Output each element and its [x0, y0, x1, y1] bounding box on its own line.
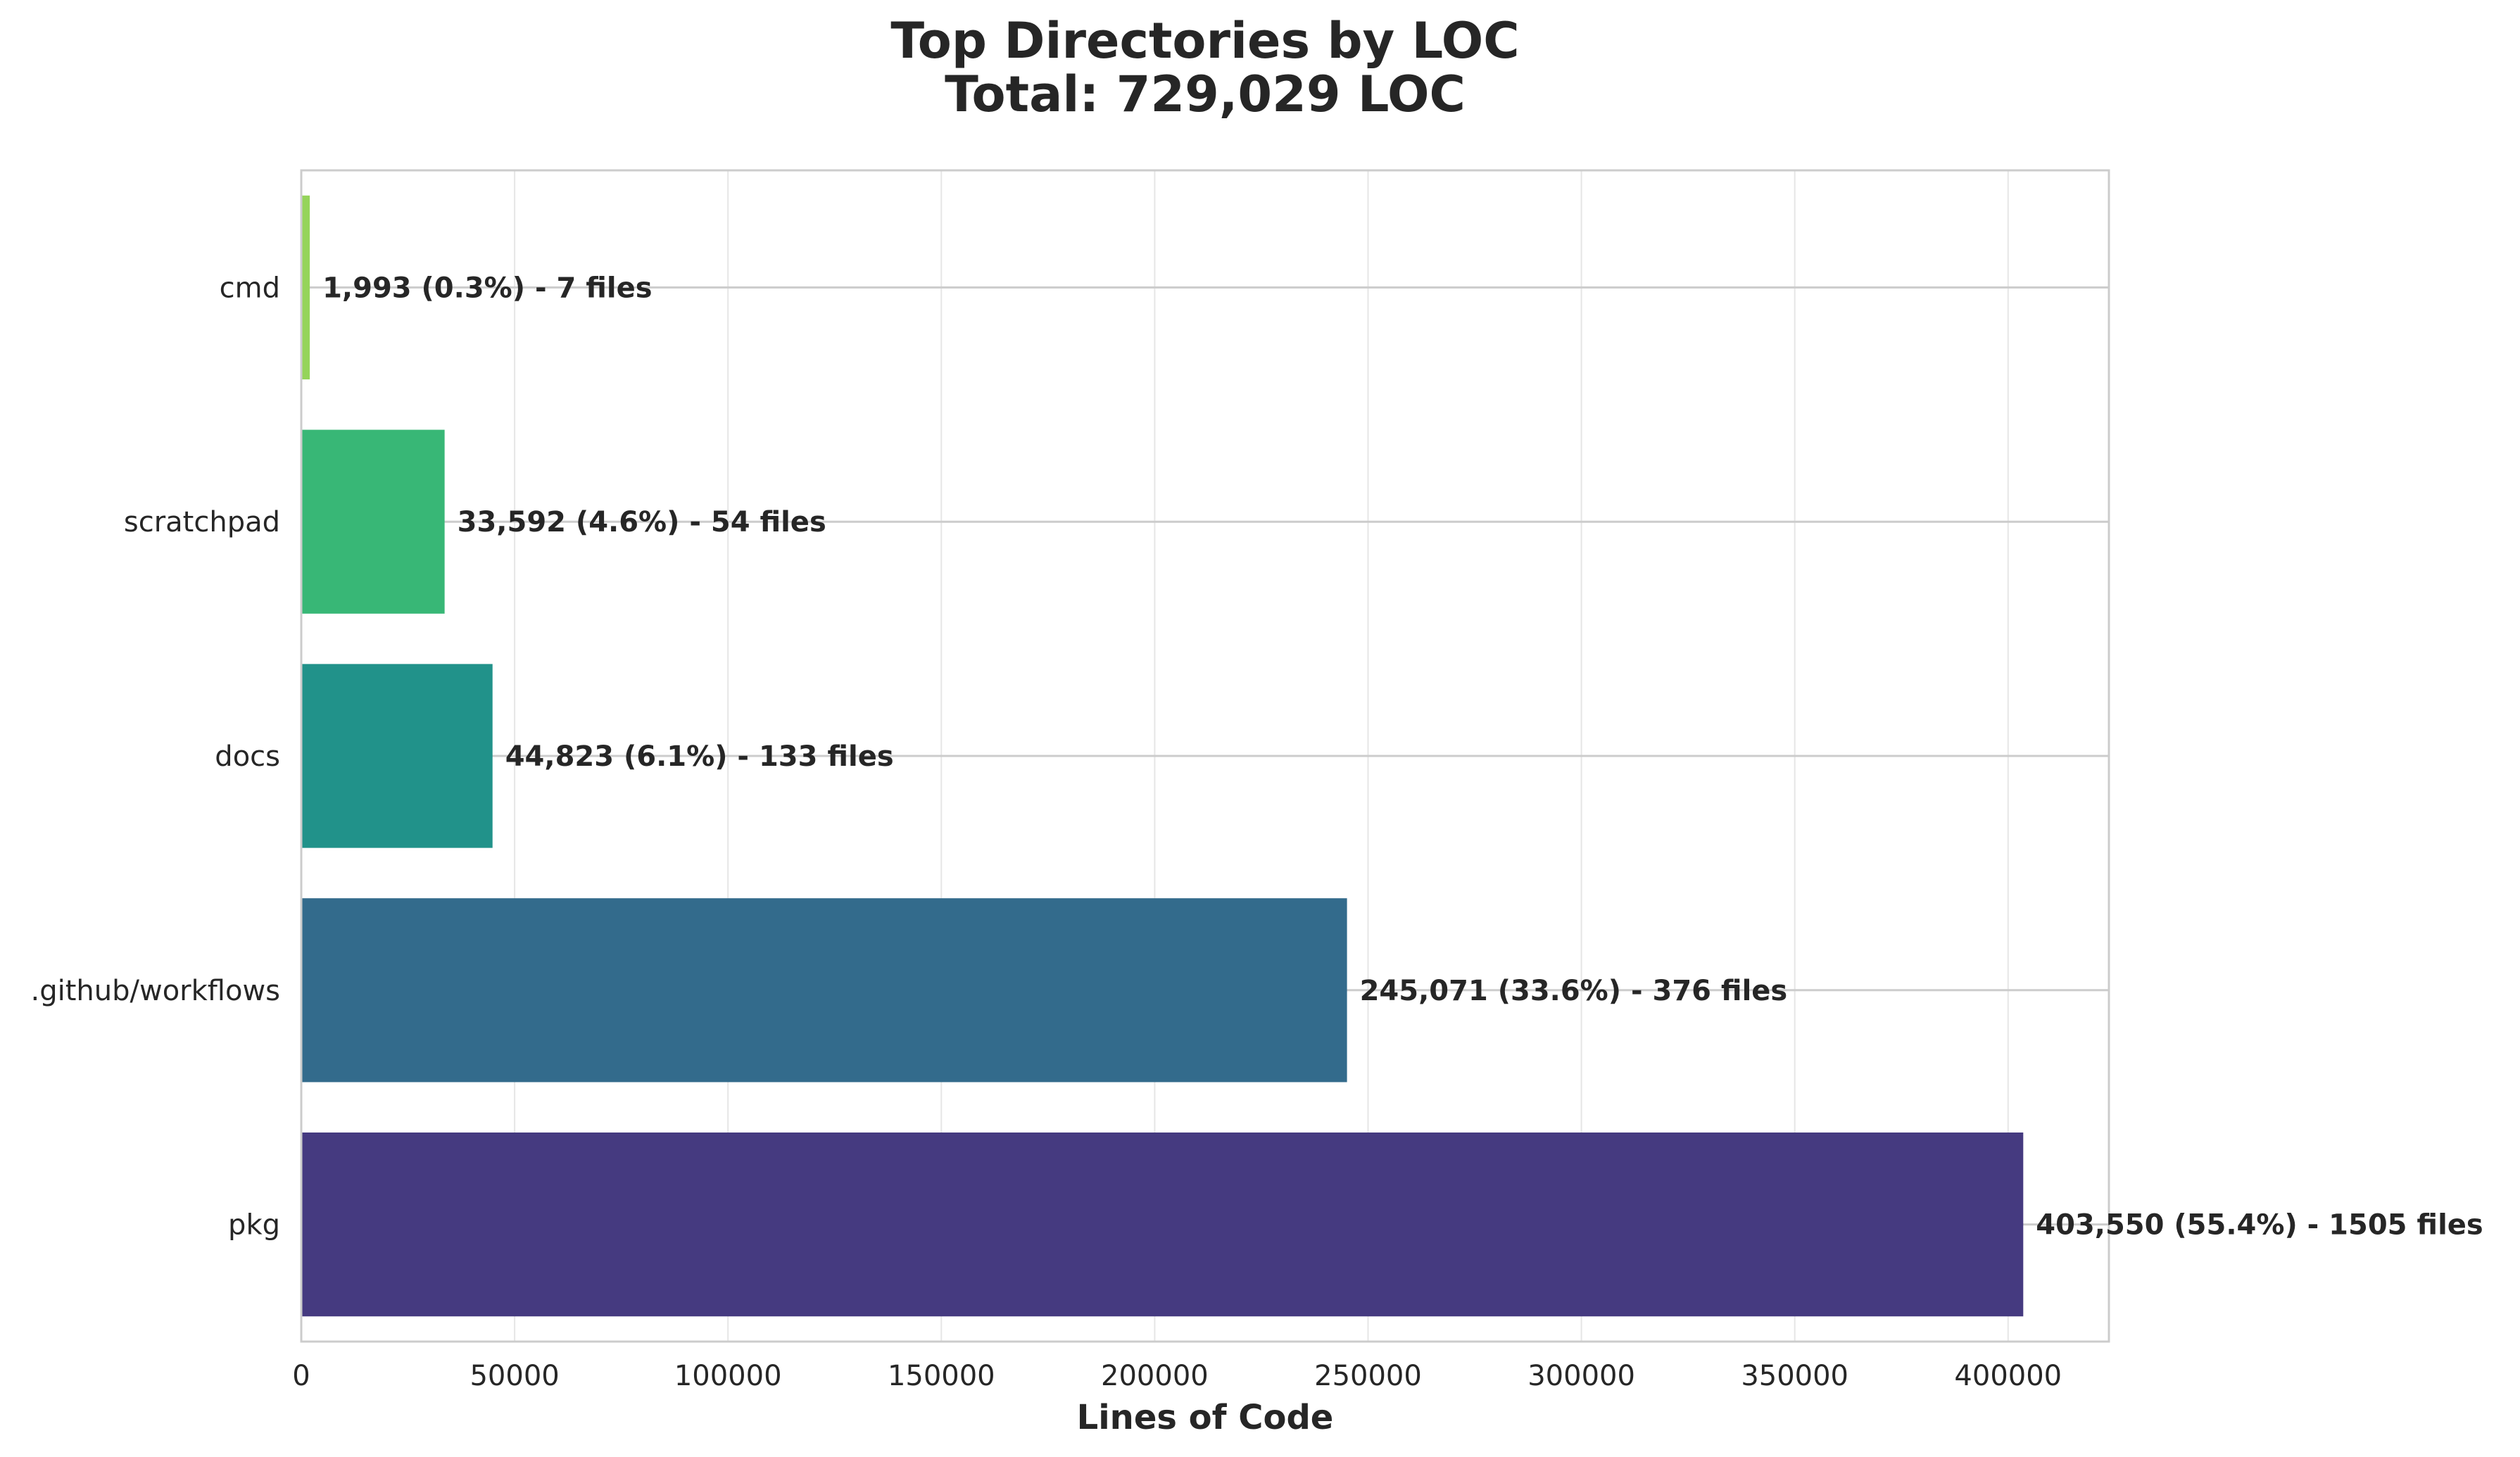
y-tick-label: cmd [220, 272, 280, 304]
chart-title: Top Directories by LOC [890, 12, 1519, 70]
data-label: 44,823 (6.1%) - 133 files [505, 740, 894, 773]
y-tick-label: .github/workflows [31, 975, 281, 1007]
x-axis-label: Lines of Code [1077, 1398, 1334, 1437]
x-tick-label: 100000 [674, 1360, 782, 1392]
plot-frame [300, 169, 2110, 1343]
data-label: 245,071 (33.6%) - 376 files [1360, 975, 1788, 1007]
x-tick-label: 200000 [1101, 1360, 1209, 1392]
bar [301, 1132, 2024, 1317]
data-label: 403,550 (55.4%) - 1505 files [2036, 1209, 2483, 1242]
x-tick-label: 250000 [1314, 1360, 1422, 1392]
x-tick-labels: 0 50000 100000 150000 200000 250000 300000 3500… [292, 1360, 2062, 1392]
x-tick-label: 50000 [470, 1360, 559, 1392]
bar [301, 429, 445, 614]
y-tick-label: scratchpad [124, 506, 280, 538]
y-tick-label: docs [215, 740, 280, 773]
chart-subtitle: Total: 729,029 LOC [945, 65, 1466, 123]
data-label: 1,993 (0.3%) - 7 files [322, 272, 652, 304]
bars-layer [301, 195, 2024, 1317]
y-tick-label: pkg [228, 1209, 280, 1242]
data-labels: 1,993 (0.3%) - 7 files 33,592 (4.6%) - 54… [322, 272, 2483, 1241]
bar [301, 664, 493, 848]
bar [301, 898, 1347, 1083]
bar [301, 195, 310, 380]
x-tick-label: 350000 [1741, 1360, 1848, 1392]
x-tick-label: 300000 [1527, 1360, 1635, 1392]
x-tick-label: 150000 [888, 1360, 995, 1392]
y-tick-labels: cmd scratchpad docs .github/workflows pkg [31, 272, 281, 1241]
x-tick-label: 0 [292, 1360, 310, 1392]
data-label: 33,592 (4.6%) - 54 files [458, 506, 826, 538]
x-tick-label: 400000 [1954, 1360, 2062, 1392]
